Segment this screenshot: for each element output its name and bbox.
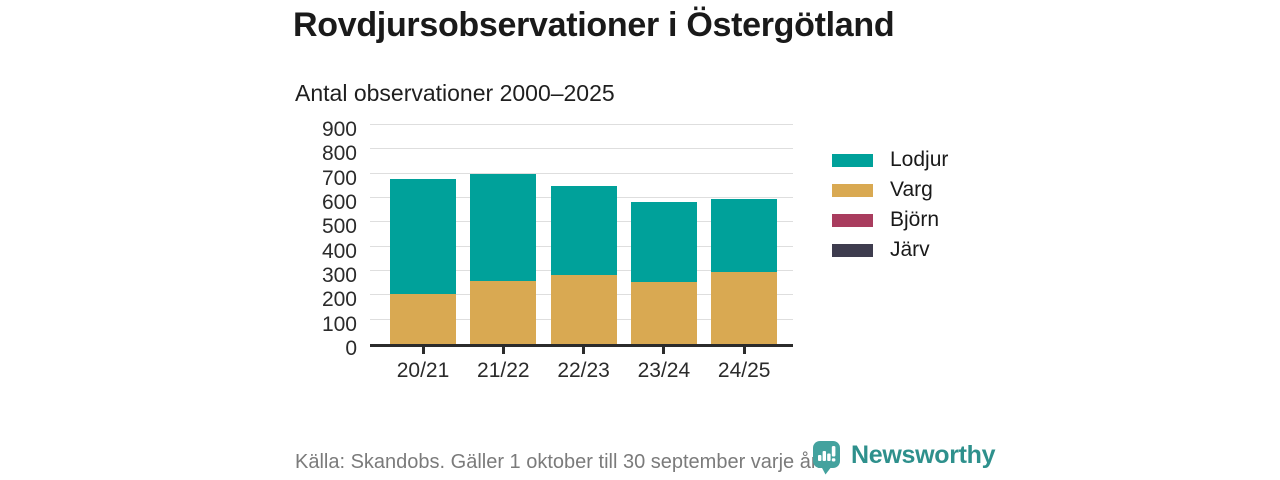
legend-item-varg: Varg xyxy=(832,175,948,205)
x-axis-label-20-21: 20/21 xyxy=(396,359,450,382)
legend: Lodjur Varg Björn Järv xyxy=(832,145,948,265)
bar-segment-varg-21-22 xyxy=(470,280,537,344)
x-axis-label-22-23: 22/23 xyxy=(557,359,610,382)
bar-segment-varg-24-25 xyxy=(711,272,778,344)
bar-segment-lodjur-24-25 xyxy=(711,199,778,273)
y-axis: 0 100 200 300 400 500 600 700 800 900 xyxy=(0,119,357,359)
bar-segment-lodjur-23-24 xyxy=(630,201,697,282)
gridline-900 xyxy=(370,124,793,125)
legend-swatch-björn xyxy=(832,213,873,227)
y-axis-tick-label-900: 900 xyxy=(321,118,357,141)
bar-segment-varg-20-21 xyxy=(390,294,456,344)
legend-item-lodjur: Lodjur xyxy=(832,145,948,175)
legend-swatch-järv xyxy=(832,243,873,257)
newsworthy-bubble-chart-icon xyxy=(813,441,840,475)
x-axis-label-23-24: 23/24 xyxy=(637,359,691,382)
legend-swatch-varg xyxy=(832,183,873,197)
y-axis-tick-label-400: 400 xyxy=(321,239,357,263)
y-axis-tick-label-700: 700 xyxy=(321,166,357,190)
bar-segment-lodjur-21-22 xyxy=(470,173,537,281)
x-axis-tick-24-25 xyxy=(742,347,746,354)
x-axis-label-24-25: 24/25 xyxy=(717,359,771,382)
bar-segment-lodjur-20-21 xyxy=(390,178,456,295)
legend-label-björn: Björn xyxy=(890,208,940,231)
bar-segment-varg-22-23 xyxy=(550,274,617,344)
y-axis-tick-label-500: 500 xyxy=(321,215,357,239)
x-axis: 20/21 21/22 22/23 23/24 24/25 xyxy=(0,359,1280,385)
newsworthy-logo: Newsworthy xyxy=(812,440,996,475)
legend-swatch-lodjur xyxy=(832,153,873,167)
legend-item-björn: Björn xyxy=(832,205,948,235)
y-axis-tick-label-200: 200 xyxy=(321,288,357,312)
x-axis-tick-21-22 xyxy=(501,347,505,354)
legend-label-varg: Varg xyxy=(890,178,933,201)
y-axis-tick-label-300: 300 xyxy=(321,264,357,287)
legend-item-järv: Järv xyxy=(832,235,948,265)
chart-subtitle: Antal observationer 2000–2025 xyxy=(295,80,615,106)
gridline-700 xyxy=(370,172,793,174)
x-axis-tick-23-24 xyxy=(662,347,666,354)
legend-label-järv: Järv xyxy=(890,238,930,261)
y-axis-tick-label-0: 0 xyxy=(345,337,357,360)
y-axis-tick-label-800: 800 xyxy=(321,142,357,166)
y-axis-tick-label-100: 100 xyxy=(321,312,357,336)
x-axis-tick-22-23 xyxy=(582,347,586,354)
gridline-800 xyxy=(370,148,793,150)
chart-title: Rovdjursobservationer i Östergötland xyxy=(293,6,895,44)
x-axis-label-21-22: 21/22 xyxy=(477,359,530,382)
plot-area xyxy=(370,124,793,354)
x-axis-tick-20-21 xyxy=(421,347,425,354)
bar-segment-lodjur-22-23 xyxy=(550,185,617,275)
y-axis-tick-label-600: 600 xyxy=(321,191,357,214)
legend-label-lodjur: Lodjur xyxy=(890,148,949,171)
source-note: Källa: Skandobs. Gäller 1 oktober till 3… xyxy=(295,451,822,473)
newsworthy-wordmark: Newsworthy xyxy=(851,441,996,469)
bar-segment-varg-23-24 xyxy=(630,281,697,344)
